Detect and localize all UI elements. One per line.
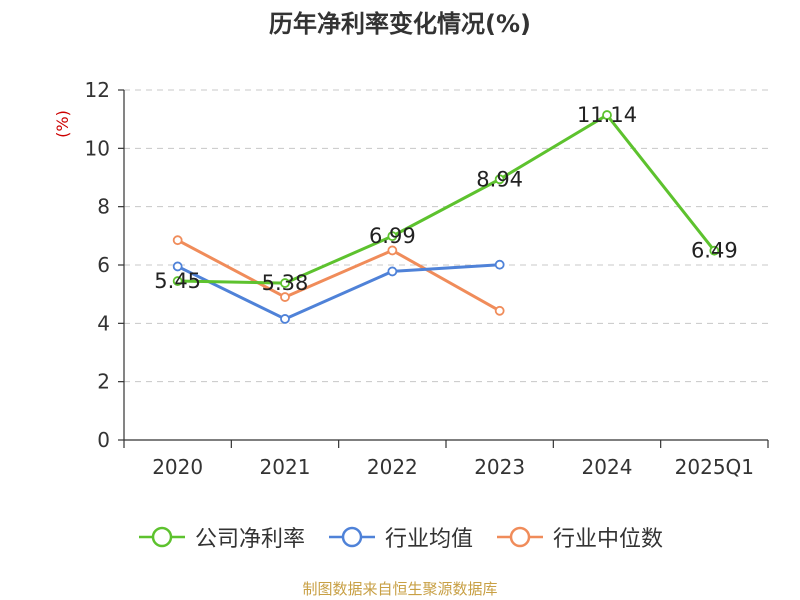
y-tick-label: 8 xyxy=(97,195,110,219)
legend-label: 行业中位数 xyxy=(553,527,664,552)
data-point xyxy=(709,245,720,256)
x-tick-label: 2021 xyxy=(260,455,311,479)
data-point xyxy=(494,259,505,270)
circle-line-icon xyxy=(138,526,185,548)
series-line xyxy=(177,113,716,285)
y-tick-label: 4 xyxy=(97,311,110,335)
data-point xyxy=(494,305,505,316)
data-point xyxy=(280,278,290,288)
data-label: 5.38 xyxy=(262,271,309,295)
circle-line-icon xyxy=(328,526,375,548)
data-point xyxy=(172,261,183,272)
y-tick-label: 6 xyxy=(97,253,110,277)
data-label: 5.45 xyxy=(154,269,201,293)
x-tick-label: 2024 xyxy=(582,455,633,479)
data-label: 8.94 xyxy=(476,167,523,191)
legend: 公司净利率 行业均值 行业中位数 xyxy=(0,520,800,554)
legend-label: 行业均值 xyxy=(384,527,473,552)
circle-line-icon xyxy=(497,526,543,548)
data-point xyxy=(387,266,398,277)
data-point xyxy=(172,235,183,246)
y-tick-label: 10 xyxy=(85,136,110,160)
data-label: 6.99 xyxy=(369,224,416,248)
data-label: 6.49 xyxy=(691,239,738,263)
x-tick-label: 2022 xyxy=(367,455,418,479)
legend-item-company[interactable]: 公司净利率 xyxy=(137,521,305,553)
source-note: 制图数据来自恒生聚源数据库 xyxy=(302,580,498,598)
series-line xyxy=(177,263,500,321)
data-label: 11.14 xyxy=(577,103,637,127)
legend-item-industry-mean[interactable]: 行业均值 xyxy=(327,521,473,553)
y-axis-label: (%) xyxy=(53,110,72,138)
data-point xyxy=(280,314,290,324)
chart-title: 历年净利率变化情况(%) xyxy=(269,10,531,38)
data-point xyxy=(602,110,612,120)
data-point xyxy=(387,245,398,256)
data-point xyxy=(172,276,183,286)
y-tick-label: 12 xyxy=(85,78,110,102)
x-tick-label: 2023 xyxy=(474,455,525,479)
legend-item-industry-median[interactable]: 行业中位数 xyxy=(495,521,663,553)
data-point xyxy=(494,174,505,185)
legend-label: 公司净利率 xyxy=(194,527,305,552)
x-tick-label: 2025Q1 xyxy=(675,455,754,479)
data-point xyxy=(280,292,290,302)
x-tick-label: 2020 xyxy=(152,455,203,479)
data-point xyxy=(387,231,398,242)
y-tick-label: 2 xyxy=(97,370,110,394)
series-line xyxy=(176,238,501,313)
y-tick-label: 0 xyxy=(97,428,110,452)
